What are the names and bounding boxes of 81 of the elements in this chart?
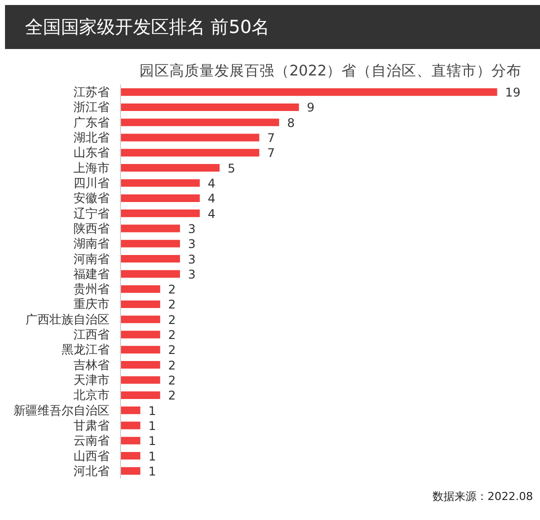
data-label: 4 — [208, 206, 216, 221]
y-tick-label: 山东省 — [74, 146, 110, 160]
y-tick-label: 广东省 — [74, 115, 110, 130]
y-tick-label: 河北省 — [74, 464, 110, 478]
bar — [120, 210, 200, 218]
bar — [120, 88, 498, 96]
bar — [120, 391, 160, 399]
data-label: 2 — [168, 328, 176, 342]
y-tick-label: 甘肃省 — [74, 418, 110, 432]
data-label: 2 — [168, 358, 176, 372]
data-label: 1 — [148, 418, 156, 433]
chart-title: 园区高质量发展百强（2022）省（自治区、直辖市）分布 — [139, 62, 522, 80]
bar — [120, 103, 299, 112]
data-label: 1 — [148, 464, 156, 478]
bar — [120, 254, 180, 263]
y-tick-label: 吉林省 — [74, 358, 110, 372]
bar — [120, 270, 180, 278]
data-label: 3 — [188, 237, 196, 252]
y-tick-label: 河南省 — [74, 252, 110, 266]
y-tick-label: 贵州省 — [74, 282, 110, 296]
data-label: 4 — [208, 192, 216, 206]
data-label: 7 — [267, 146, 275, 160]
y-tick-label: 黑龙江省 — [62, 342, 110, 357]
y-tick-label: 天津市 — [74, 373, 110, 387]
bar — [120, 148, 260, 156]
y-tick-label: 云南省 — [74, 434, 110, 448]
data-label: 2 — [168, 343, 176, 358]
bar — [120, 422, 140, 430]
y-tick-label: 福建省 — [74, 266, 110, 281]
data-label: 2 — [168, 374, 176, 388]
data-label: 3 — [188, 252, 196, 266]
y-tick-label: 上海市 — [74, 160, 110, 175]
y-tick-label: 安徽省 — [74, 191, 110, 206]
bar — [120, 240, 180, 248]
data-label: 2 — [168, 312, 176, 327]
data-label: 1 — [148, 404, 156, 418]
bar — [120, 316, 160, 324]
y-tick-label: 四川省 — [74, 176, 110, 190]
data-label: 3 — [188, 222, 196, 236]
data-label: 3 — [188, 267, 196, 282]
data-label: 8 — [287, 116, 295, 130]
bar — [120, 376, 160, 384]
bar — [120, 361, 160, 369]
data-label: 19 — [505, 86, 520, 100]
y-tick-label: 江西省 — [74, 328, 110, 342]
bar — [120, 300, 160, 308]
bar — [120, 134, 260, 142]
bar — [120, 452, 140, 460]
bar — [120, 346, 160, 354]
data-label: 1 — [148, 449, 156, 464]
bar — [120, 179, 200, 187]
bar — [120, 330, 160, 338]
bar — [120, 118, 280, 126]
data-label: 2 — [168, 298, 176, 312]
y-tick-label: 北京市 — [74, 388, 110, 402]
y-tick-label: 陕西省 — [74, 221, 110, 236]
data-label: 4 — [208, 176, 216, 190]
y-tick-label: 湖北省 — [74, 130, 110, 145]
data-label: 9 — [306, 100, 315, 115]
data-label: 5 — [228, 161, 236, 176]
data-label: 2 — [168, 388, 176, 403]
y-tick-label: 山西省 — [74, 448, 110, 463]
y-tick-label: 江苏省 — [74, 85, 110, 100]
data-label: 2 — [168, 282, 176, 297]
y-tick-label: 新疆维吾尔自治区 — [14, 403, 110, 418]
text: 全国国家级开发区排名 前50名 — [25, 16, 270, 40]
data-label: 7 — [267, 131, 275, 146]
bar — [120, 436, 140, 444]
bar — [120, 164, 220, 172]
y-tick-label: 重庆市 — [74, 297, 110, 312]
y-tick-label: 广西壮族自治区 — [26, 312, 110, 326]
bar — [120, 194, 200, 202]
bar — [120, 224, 180, 232]
bar — [120, 285, 160, 293]
y-tick-label: 辽宁省 — [74, 206, 110, 220]
bar — [120, 467, 140, 475]
y-tick-label: 浙江省 — [74, 100, 110, 114]
data-label: 1 — [148, 434, 156, 448]
bar — [120, 406, 140, 414]
source-note: 数据来源：2022.08 — [432, 489, 533, 505]
y-tick-label: 湖南省 — [74, 236, 110, 251]
